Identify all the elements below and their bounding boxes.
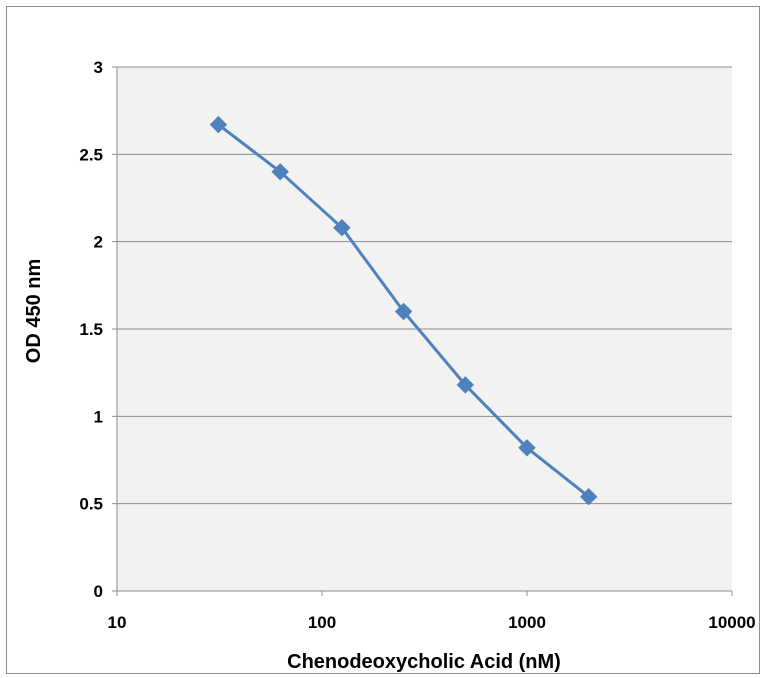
y-tick-label: 2.5	[79, 145, 103, 164]
series-group	[209, 115, 598, 506]
y-tick-label: 3	[94, 58, 103, 77]
x-axis-title: Chenodeoxycholic Acid (nM)	[287, 651, 561, 673]
data-point-marker	[394, 302, 413, 321]
y-tick-label: 0.5	[79, 495, 103, 514]
y-tick-label: 2	[94, 233, 103, 252]
y-tick-label: 1.5	[79, 320, 103, 339]
x-tick-label: 10	[108, 613, 127, 632]
data-point-marker	[518, 439, 536, 457]
x-tick-label: 1000	[508, 613, 546, 632]
y-axis-title: OD 450 nm	[23, 259, 45, 363]
data-point-marker	[333, 218, 351, 237]
data-point-marker	[209, 115, 228, 134]
data-point-marker	[456, 376, 475, 394]
data-point-marker	[579, 487, 598, 506]
gridlines	[116, 66, 732, 592]
x-tick-label: 10000	[708, 613, 755, 632]
y-axis-ticks: 0 0.5 1 1.5 2 2.5 3	[79, 58, 117, 601]
y-tick-label: 0	[94, 582, 103, 601]
x-axis-ticks: 10 100 1000 10000	[108, 591, 756, 632]
x-tick-label: 100	[308, 613, 336, 632]
y-tick-label: 1	[94, 407, 103, 426]
data-point-marker	[271, 163, 289, 181]
